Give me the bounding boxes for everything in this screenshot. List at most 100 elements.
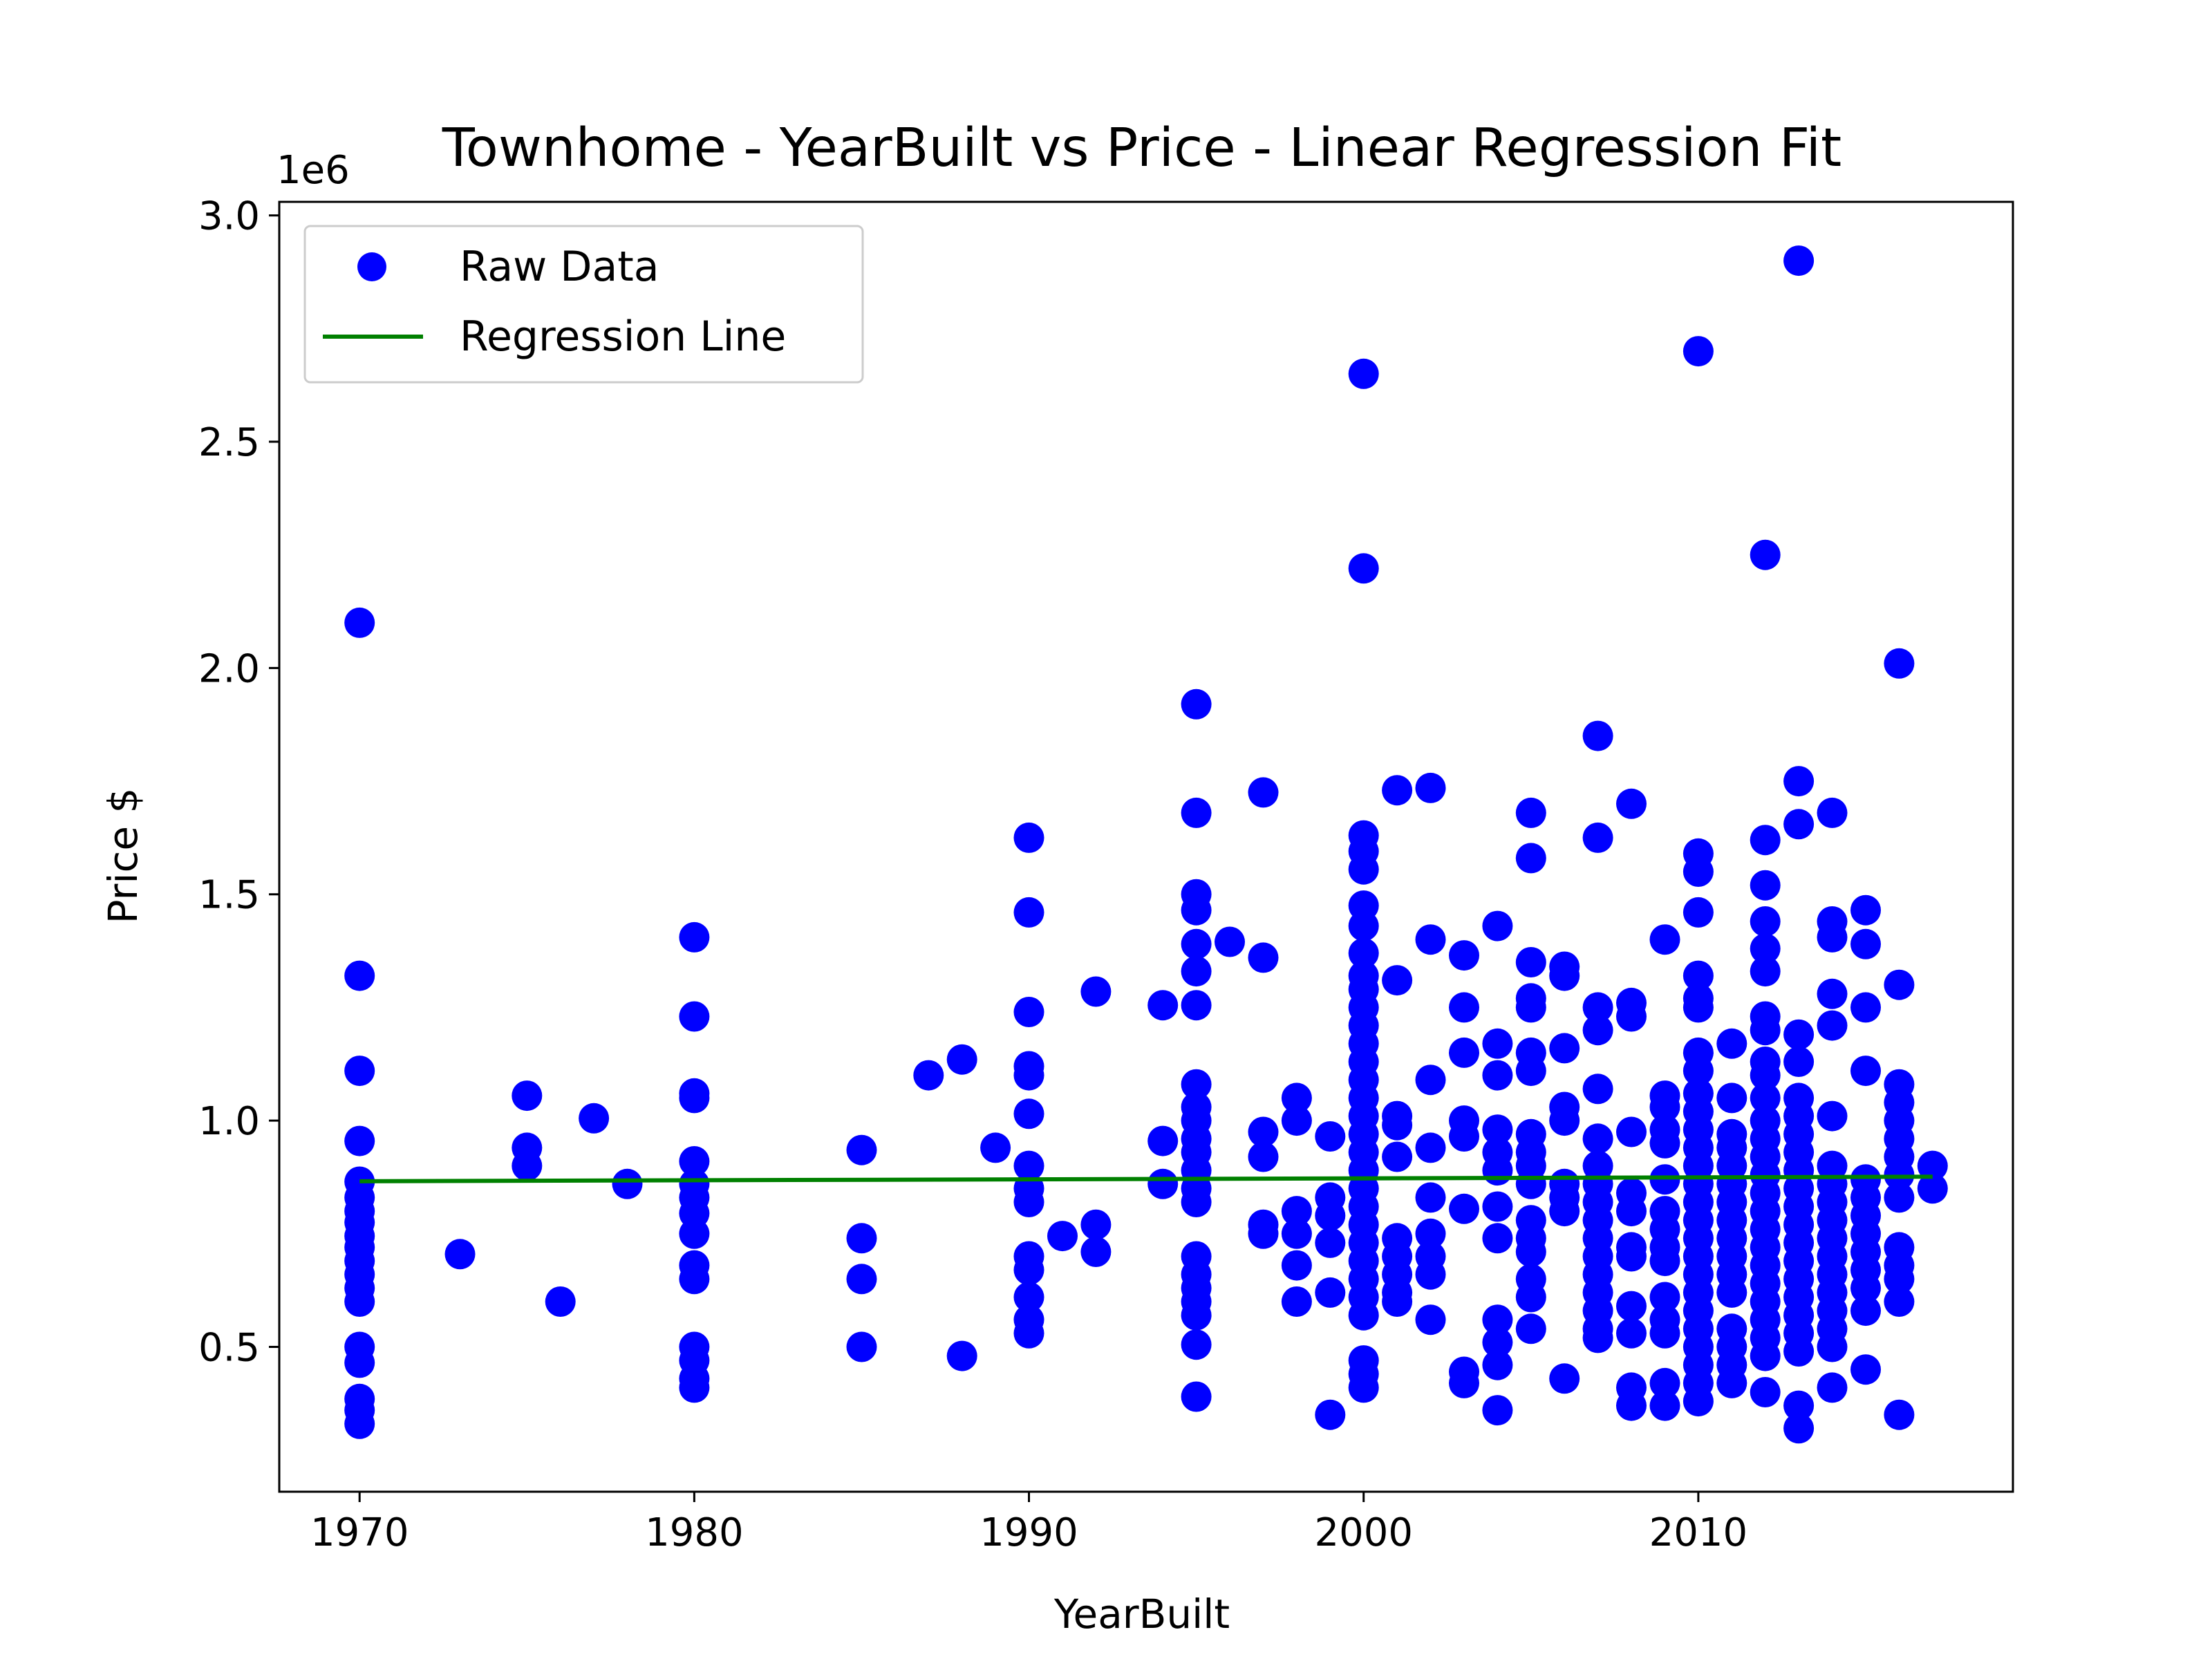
data-point [1783, 1413, 1815, 1444]
data-point [1582, 1322, 1613, 1353]
data-point [1783, 245, 1815, 276]
data-point [1716, 1367, 1747, 1398]
data-point [1549, 1105, 1580, 1136]
y-tick-label: 2.5 [198, 420, 260, 465]
data-point [679, 1146, 710, 1177]
data-point [1248, 1218, 1279, 1249]
data-point [1750, 539, 1781, 570]
x-tick-label: 1970 [310, 1510, 409, 1555]
regression-line-layer [359, 1174, 1933, 1183]
data-point [1181, 688, 1212, 720]
data-point [679, 1372, 710, 1403]
data-point [1482, 1028, 1513, 1059]
data-point [1147, 990, 1179, 1021]
data-point [1348, 1372, 1379, 1403]
data-point [579, 1103, 610, 1134]
data-point [545, 1286, 576, 1317]
data-point [1281, 1105, 1312, 1136]
data-point [1482, 1114, 1513, 1145]
data-point [1181, 1069, 1212, 1100]
data-point [1850, 1273, 1881, 1304]
data-point [1616, 1241, 1647, 1272]
data-point [1616, 1001, 1647, 1032]
data-point [1315, 1227, 1346, 1258]
data-point [1181, 1329, 1212, 1360]
data-point [1649, 1390, 1680, 1421]
data-point [1515, 1313, 1546, 1344]
data-point [1884, 969, 1915, 1000]
data-point [1415, 772, 1446, 803]
data-point [1382, 965, 1413, 996]
data-point [1248, 1116, 1279, 1147]
data-point [1482, 1223, 1513, 1254]
data-point [1482, 1060, 1513, 1091]
data-point [1281, 1218, 1312, 1249]
chart-title: Townhome - YearBuilt vs Price - Linear R… [442, 118, 1841, 179]
data-point [1683, 1386, 1714, 1417]
data-point [1415, 1065, 1446, 1096]
data-point [846, 1264, 877, 1295]
data-point [1482, 910, 1513, 941]
data-point [1348, 1300, 1379, 1331]
data-point [1750, 1340, 1781, 1371]
data-point [1683, 856, 1714, 887]
data-point [1582, 720, 1613, 751]
data-point [1783, 1019, 1815, 1050]
data-point [1382, 775, 1413, 806]
data-point [1750, 1377, 1781, 1407]
data-point [1315, 1121, 1346, 1152]
data-point [1515, 1237, 1546, 1267]
data-point [1415, 1132, 1446, 1163]
data-point [1549, 1363, 1580, 1394]
data-point [1315, 1399, 1346, 1430]
data-point [1817, 1372, 1848, 1403]
data-point [1415, 1218, 1446, 1249]
data-point [1281, 1196, 1312, 1227]
data-point [1080, 976, 1112, 1007]
data-point [1884, 1286, 1915, 1317]
x-tick-label: 2010 [1649, 1510, 1748, 1555]
data-point [1482, 1191, 1513, 1222]
legend-label-raw-data: Raw Data [460, 243, 659, 291]
data-point [1850, 928, 1881, 959]
data-point [1850, 894, 1881, 926]
data-point [1783, 766, 1815, 797]
data-point [1750, 933, 1781, 964]
data-point [1850, 1354, 1881, 1385]
data-point [1616, 1116, 1647, 1147]
data-point [1080, 1237, 1112, 1267]
data-point [1348, 854, 1379, 885]
data-point [1582, 992, 1613, 1023]
data-point [1449, 1367, 1479, 1398]
data-point [1449, 1121, 1479, 1152]
data-point [1013, 822, 1044, 853]
data-point [1817, 1331, 1848, 1362]
data-point [1582, 1123, 1613, 1154]
data-point [1315, 1200, 1346, 1231]
data-point [1716, 1277, 1747, 1308]
y-tick-label: 3.0 [198, 194, 260, 239]
data-point [1382, 1141, 1413, 1172]
data-point [1917, 1173, 1948, 1204]
data-point [679, 1082, 710, 1114]
data-point [1549, 1196, 1580, 1227]
data-point [344, 1408, 375, 1439]
data-point [1850, 1295, 1881, 1327]
data-point [1482, 1327, 1513, 1358]
data-point [913, 1060, 944, 1091]
data-point [1248, 777, 1279, 808]
data-point [1616, 1318, 1647, 1349]
data-point [1884, 648, 1915, 679]
data-point [1750, 906, 1781, 937]
data-point [1817, 797, 1848, 828]
data-point [1013, 1060, 1044, 1091]
data-point [1783, 1336, 1815, 1367]
data-point [1649, 1127, 1680, 1159]
data-point [1415, 924, 1446, 955]
data-point [1449, 1037, 1479, 1068]
data-point [1850, 992, 1881, 1023]
data-point [1248, 942, 1279, 973]
data-point [1850, 1056, 1881, 1087]
data-point [1649, 1246, 1680, 1277]
axis-ticks: 1970 1980 1990 2000 2010 0.5 1.0 1.5 2.0 2.5 3.0 [198, 194, 1747, 1555]
